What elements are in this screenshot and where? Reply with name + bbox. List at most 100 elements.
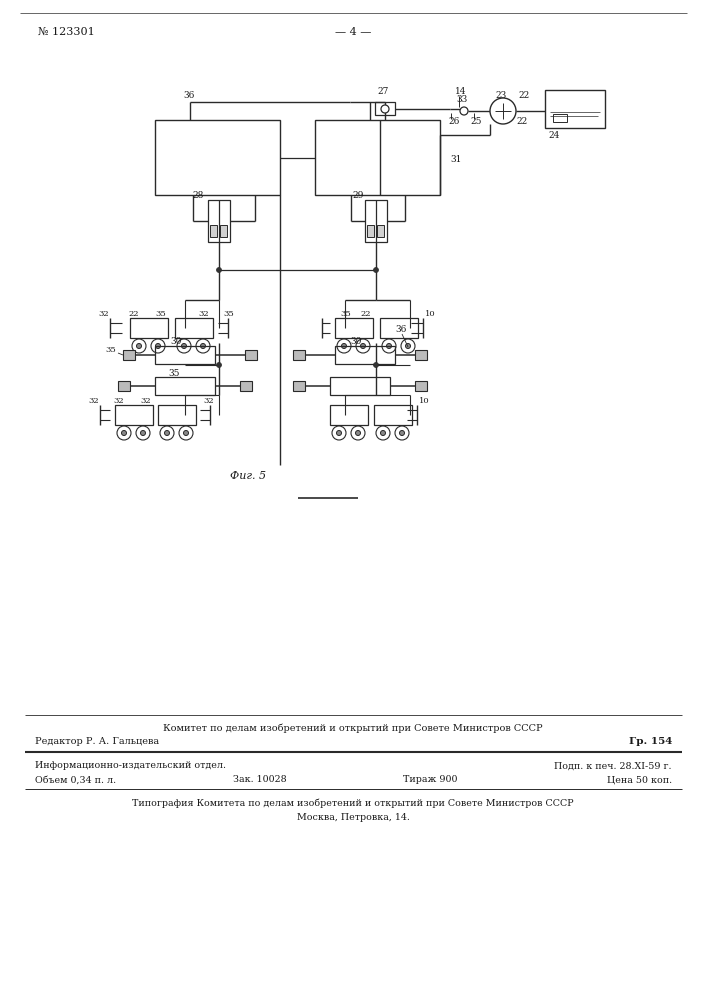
Bar [155, 120, 280, 195]
Bar [293, 381, 305, 391]
Circle shape [341, 344, 346, 349]
Text: 32: 32 [203, 397, 214, 405]
Text: 35: 35 [223, 310, 234, 318]
Circle shape [399, 430, 404, 436]
Text: 30: 30 [350, 338, 361, 347]
Text: 31: 31 [450, 155, 462, 164]
Bar [330, 377, 390, 395]
Circle shape [179, 426, 193, 440]
Circle shape [337, 430, 341, 436]
Circle shape [376, 426, 390, 440]
Text: Цена 50 коп.: Цена 50 коп. [607, 776, 672, 784]
Circle shape [151, 339, 165, 353]
Circle shape [141, 430, 146, 436]
Text: — 4 —: — 4 — [335, 27, 371, 37]
Bar [155, 346, 215, 364]
Circle shape [132, 339, 146, 353]
Text: Объем 0,34 п. л.: Объем 0,34 п. л. [35, 776, 116, 784]
Circle shape [177, 339, 191, 353]
Bar [380, 318, 418, 338]
Circle shape [216, 267, 221, 272]
Text: 10: 10 [419, 397, 430, 405]
Bar [123, 350, 135, 360]
Text: 32: 32 [88, 397, 98, 405]
Bar [293, 350, 305, 360]
Text: 29: 29 [352, 192, 363, 200]
Circle shape [117, 426, 131, 440]
Text: 35: 35 [340, 310, 351, 318]
Bar [175, 318, 213, 338]
Circle shape [401, 339, 415, 353]
Bar [118, 381, 130, 391]
Text: 30: 30 [170, 338, 182, 347]
Text: 32: 32 [198, 310, 209, 318]
Text: 22: 22 [518, 91, 530, 100]
Bar [220, 225, 227, 237]
Bar [115, 405, 153, 425]
Circle shape [381, 105, 389, 113]
Circle shape [201, 344, 206, 349]
Circle shape [356, 339, 370, 353]
Bar [545, 90, 605, 128]
Circle shape [156, 344, 160, 349]
Bar [365, 200, 387, 242]
Bar [330, 405, 368, 425]
Bar [208, 200, 230, 242]
Text: 32: 32 [98, 310, 109, 318]
Text: Информационно-издательский отдел.: Информационно-издательский отдел. [35, 762, 226, 770]
Circle shape [196, 339, 210, 353]
Text: 22: 22 [516, 117, 527, 126]
Text: 35: 35 [155, 310, 165, 318]
Text: 26: 26 [448, 117, 460, 126]
Bar [377, 225, 384, 237]
Text: 33: 33 [456, 95, 467, 104]
Circle shape [136, 426, 150, 440]
Circle shape [351, 426, 365, 440]
Text: Типография Комитета по делам изобретений и открытий при Совете Министров СССР: Типография Комитета по делам изобретений… [132, 798, 574, 808]
Text: Комитет по делам изобретений и открытий при Совете Министров СССР: Комитет по делам изобретений и открытий … [163, 723, 543, 733]
Bar [375, 102, 395, 115]
Text: 14: 14 [455, 88, 467, 97]
Text: 36: 36 [183, 91, 194, 100]
Text: 27: 27 [377, 88, 388, 97]
Text: 25: 25 [470, 117, 481, 126]
Text: 23: 23 [495, 91, 506, 100]
Circle shape [373, 362, 378, 367]
Circle shape [122, 430, 127, 436]
Circle shape [373, 267, 378, 272]
Circle shape [406, 344, 411, 349]
Circle shape [337, 339, 351, 353]
Bar [367, 225, 374, 237]
Circle shape [382, 339, 396, 353]
Bar [335, 346, 395, 364]
Circle shape [136, 344, 141, 349]
Circle shape [460, 107, 468, 115]
Circle shape [332, 426, 346, 440]
Bar [553, 114, 567, 122]
Circle shape [182, 344, 187, 349]
Text: 28: 28 [192, 192, 204, 200]
Bar [155, 377, 215, 395]
Bar [315, 120, 440, 195]
Bar [158, 405, 196, 425]
Text: Гр. 154: Гр. 154 [629, 738, 672, 746]
Text: Подп. к печ. 28.XI-59 г.: Подп. к печ. 28.XI-59 г. [554, 762, 672, 770]
Bar [415, 381, 427, 391]
Circle shape [395, 426, 409, 440]
Text: Москва, Петровка, 14.: Москва, Петровка, 14. [296, 812, 409, 822]
Bar [335, 318, 373, 338]
Bar [374, 405, 412, 425]
Text: 24: 24 [548, 130, 559, 139]
Circle shape [387, 344, 392, 349]
Text: 36: 36 [395, 326, 407, 334]
Text: Редактор Р. А. Гальцева: Редактор Р. А. Гальцева [35, 738, 159, 746]
Circle shape [184, 430, 189, 436]
Text: 32: 32 [113, 397, 124, 405]
Text: Фиг. 5: Фиг. 5 [230, 471, 266, 481]
Text: 35: 35 [168, 368, 180, 377]
Circle shape [361, 344, 366, 349]
Text: Тираж 900: Тираж 900 [403, 776, 457, 784]
Text: 32: 32 [140, 397, 151, 405]
Circle shape [380, 430, 385, 436]
Bar [130, 318, 168, 338]
